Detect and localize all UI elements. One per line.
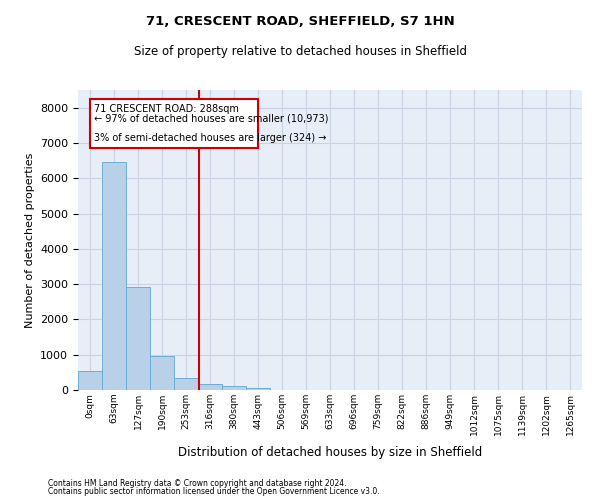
- X-axis label: Distribution of detached houses by size in Sheffield: Distribution of detached houses by size …: [178, 446, 482, 459]
- Bar: [246, 388, 270, 390]
- FancyBboxPatch shape: [90, 99, 258, 148]
- Text: Contains public sector information licensed under the Open Government Licence v3: Contains public sector information licen…: [48, 487, 380, 496]
- Text: 71 CRESCENT ROAD: 288sqm: 71 CRESCENT ROAD: 288sqm: [94, 104, 238, 114]
- Bar: [222, 386, 246, 390]
- Text: ← 97% of detached houses are smaller (10,973): ← 97% of detached houses are smaller (10…: [94, 113, 328, 123]
- Text: 3% of semi-detached houses are larger (324) →: 3% of semi-detached houses are larger (3…: [94, 132, 326, 142]
- Text: Size of property relative to detached houses in Sheffield: Size of property relative to detached ho…: [133, 45, 467, 58]
- Bar: [174, 378, 198, 390]
- Bar: [102, 162, 126, 390]
- Y-axis label: Number of detached properties: Number of detached properties: [25, 152, 35, 328]
- Bar: [150, 356, 174, 390]
- Text: 71, CRESCENT ROAD, SHEFFIELD, S7 1HN: 71, CRESCENT ROAD, SHEFFIELD, S7 1HN: [146, 15, 454, 28]
- Bar: [198, 384, 222, 390]
- Bar: [126, 286, 150, 390]
- Text: Contains HM Land Registry data © Crown copyright and database right 2024.: Contains HM Land Registry data © Crown c…: [48, 478, 347, 488]
- Bar: [78, 370, 102, 390]
